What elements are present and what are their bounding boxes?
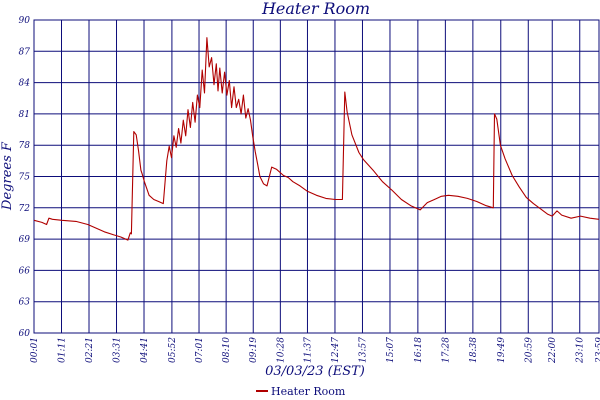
x-axis-ticks: 00:01 01:11 02:21 03:31 04:41 05:52 07:01 08:10… <box>30 337 600 364</box>
x-tick-label: 03:31 <box>113 337 123 363</box>
x-tick-label: 07:01 <box>195 337 205 363</box>
y-tick-label: 81 <box>19 110 30 120</box>
chart-title: Heater Room <box>261 0 370 18</box>
x-tick-label: 15:07 <box>386 337 396 363</box>
x-tick-label: 12:47 <box>331 337 341 363</box>
plot-frame <box>33 19 600 334</box>
x-tick-label: 11:37 <box>303 337 313 363</box>
x-tick-label: 10:28 <box>276 337 286 363</box>
x-tick-label: 01:11 <box>58 337 68 363</box>
x-tick-label: 02:21 <box>85 337 95 363</box>
y-axis-title: Degrees F <box>0 141 15 211</box>
x-axis-title: 03/03/23 (EST) <box>265 364 365 379</box>
x-tick-label: 16:18 <box>414 337 424 363</box>
y-tick-label: 84 <box>19 79 31 89</box>
y-tick-label: 75 <box>19 173 31 183</box>
y-tick-label: 87 <box>19 47 31 57</box>
y-tick-label: 63 <box>19 298 31 308</box>
x-tick-label: 13:57 <box>358 337 368 363</box>
y-tick-label: 69 <box>19 235 31 245</box>
x-tick-label: 05:52 <box>168 337 178 363</box>
x-tick-label: 23:10 <box>576 337 586 364</box>
x-tick-label: 17:28 <box>441 337 451 363</box>
x-tick-label: 08:10 <box>222 337 232 363</box>
x-tick-label: 18:38 <box>469 337 479 363</box>
y-tick-label: 72 <box>19 204 31 214</box>
x-tick-label: 19:49 <box>497 337 507 363</box>
x-tick-label: 20:59 <box>524 337 534 364</box>
legend: Heater Room <box>256 385 346 398</box>
grid-lines <box>33 19 600 334</box>
legend-label: Heater Room <box>271 385 346 398</box>
y-tick-label: 66 <box>19 266 31 276</box>
y-tick-label: 78 <box>19 141 31 151</box>
y-axis-ticks: 60 63 66 69 72 75 78 81 84 87 90 <box>19 16 31 339</box>
series-line-heater-room <box>33 37 599 241</box>
x-tick-label: 22:00 <box>548 337 558 364</box>
y-tick-label: 60 <box>19 329 31 339</box>
y-tick-label: 90 <box>19 16 31 26</box>
x-tick-label: 23:59 <box>595 337 600 364</box>
series-layer <box>33 37 599 241</box>
x-tick-label: 09:19 <box>249 337 259 363</box>
x-tick-label: 04:41 <box>140 337 150 363</box>
x-tick-label: 00:01 <box>30 337 40 363</box>
